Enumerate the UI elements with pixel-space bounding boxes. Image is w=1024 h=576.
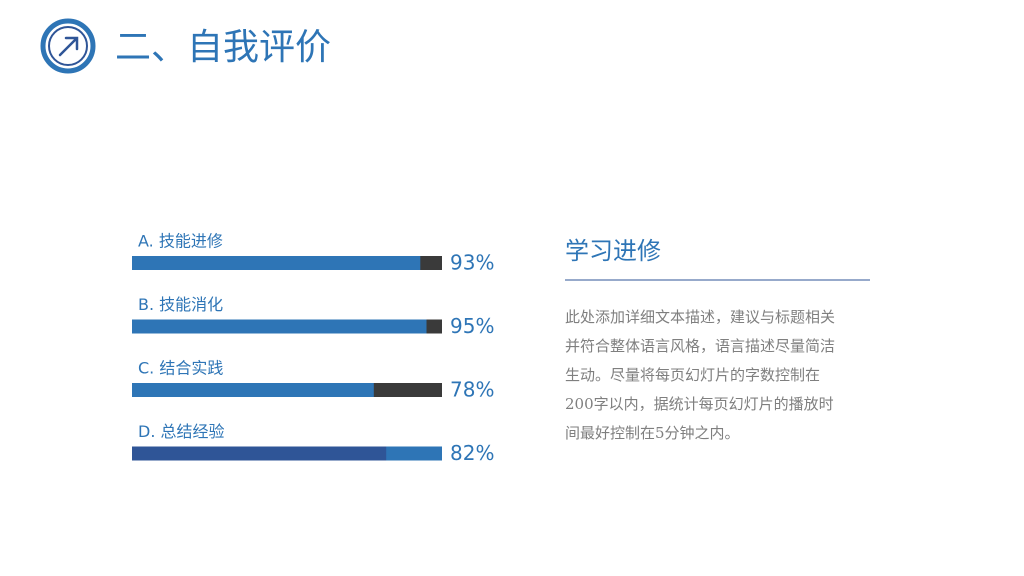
icon-arrow [58,36,79,57]
value-label: 93% [450,251,494,275]
bar-label: D. 总结经验 [138,422,225,441]
paragraph-line: 间最好控制在5分钟之内。 [565,424,740,442]
bar [132,319,427,334]
bar [132,446,387,461]
bar [132,256,421,270]
bar-label: C. 结合实践 [138,359,223,378]
paragraph-line: 生动。尽量将每页幻灯片的字数控制在 [565,366,820,384]
value-label: 95% [450,314,494,338]
page-title: 二、自我评价 [115,27,331,68]
paragraph-line: 200字以内，据统计每页幻灯片的播放时 [565,395,834,413]
bar-label: B. 技能消化 [138,295,223,314]
paragraph-line: 并符合整体语言风格，语言描述尽量简洁 [565,337,835,355]
value-label: 78% [450,378,494,402]
bar-label: A. 技能进修 [138,232,223,251]
value-label: 82% [450,441,494,465]
bar [132,383,374,397]
side-heading: 学习进修 [565,237,661,265]
paragraph-line: 此处添加详细文本描述，建议与标题相关 [565,308,835,326]
